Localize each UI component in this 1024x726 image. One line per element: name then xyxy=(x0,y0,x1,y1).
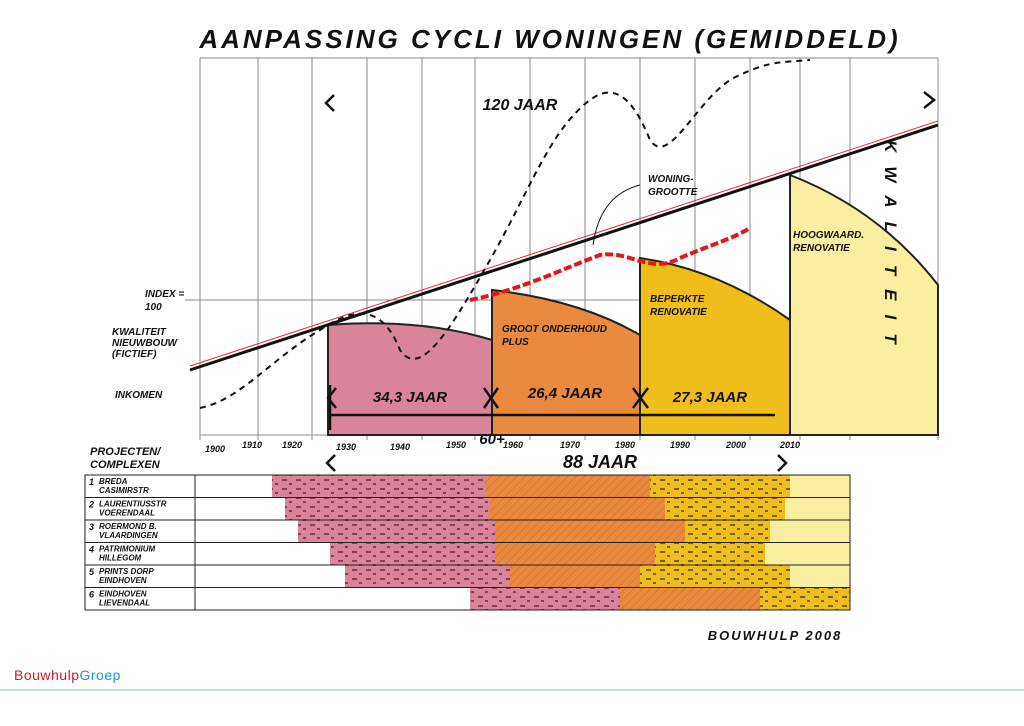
segment-pink-texture xyxy=(470,587,620,610)
year-label: 1980 xyxy=(615,440,635,450)
year-labels: 1900 1910 1920 1930 1940 1950 1960 1970 … xyxy=(205,440,800,454)
segment-yellow-texture xyxy=(685,520,770,543)
year-label: 2010 xyxy=(779,440,800,450)
segment-yellow-texture xyxy=(760,587,850,610)
row-label: BREDA xyxy=(99,477,128,486)
callout-line xyxy=(592,184,641,246)
segment-orange-texture xyxy=(510,565,640,588)
year-label: 1920 xyxy=(282,440,302,450)
segment-orange-texture xyxy=(495,520,685,543)
annotation: KWALITEIT NIEUWBOUW (FICTIEF) xyxy=(112,327,179,360)
income-line xyxy=(199,59,811,409)
row-number: 5 xyxy=(89,567,95,577)
row-number: 3 xyxy=(89,522,94,532)
segment-orange-texture xyxy=(495,542,655,565)
row-border xyxy=(84,587,851,611)
annotation: HOOGWAARD. RENOVATIE xyxy=(793,230,864,254)
segment-orange-texture xyxy=(620,587,760,610)
segment-yellow-texture xyxy=(650,475,790,498)
quality-line-red xyxy=(189,120,939,367)
row-number: 6 xyxy=(89,590,95,600)
segment-lightyellow xyxy=(765,542,850,565)
row-label: LAURENTIUSSTR xyxy=(99,500,167,509)
year-label: 1950 xyxy=(446,440,466,450)
year-label: 1910 xyxy=(242,440,262,450)
brand: BouwhulpGroep xyxy=(14,667,121,683)
title: AANPASSING CYCLI WONINGEN (GEMIDDELD) xyxy=(198,24,900,54)
segment-pink-texture xyxy=(298,520,495,543)
segment-yellow-texture xyxy=(655,542,765,565)
quality-line xyxy=(189,123,939,372)
year-label: 1900 xyxy=(205,444,225,454)
annotation: GROOT ONDERHOUD PLUS xyxy=(502,324,607,348)
segment-lightyellow xyxy=(785,497,850,520)
year-label: 1960 xyxy=(503,440,523,450)
segment-pink-texture xyxy=(285,497,490,520)
annotation: 26,4 JAAR xyxy=(527,385,602,402)
year-label: 1990 xyxy=(670,440,690,450)
row-label: ROERMOND B. xyxy=(99,522,157,531)
row-label: VOERENDAAL xyxy=(99,509,155,518)
annotations: 120 JAAR WONING-GROOTTE INDEX = 100 KWALI… xyxy=(112,97,900,472)
segment-yellow-texture xyxy=(640,565,790,588)
segment-lightyellow xyxy=(790,475,850,498)
cycle-area-1 xyxy=(327,322,493,436)
segment-pink-texture xyxy=(345,565,510,588)
row-label: HILLEGOM xyxy=(99,554,142,563)
cycle-area-2 xyxy=(491,288,641,436)
cycle-area-4 xyxy=(789,173,939,436)
row-number: 4 xyxy=(88,545,94,555)
row-label: EINDHOVEN xyxy=(99,576,147,585)
row-label: PATRIMONIUM xyxy=(99,545,155,554)
year-label: 1930 xyxy=(336,442,356,452)
year-label: 2000 xyxy=(725,440,746,450)
annotation: WONING-GROOTTE xyxy=(648,174,698,198)
annotation: INKOMEN xyxy=(115,390,163,401)
annotation: 34,3 JAAR xyxy=(373,389,447,406)
segment-orange-texture xyxy=(490,497,665,520)
segment-orange-texture xyxy=(485,475,650,498)
signature: BOUWHULP 2008 xyxy=(708,628,843,643)
cycle-area-3 xyxy=(639,256,791,436)
woninggrootte-line xyxy=(469,226,752,302)
segment-lightyellow xyxy=(790,565,850,588)
segment-pink-texture xyxy=(272,475,485,498)
segment-lightyellow xyxy=(770,520,850,543)
annotation: 88 JAAR xyxy=(563,452,637,472)
row-label: LIEVENDAAL xyxy=(99,599,150,608)
annotation: 120 JAAR xyxy=(483,97,558,114)
segment-yellow-texture xyxy=(665,497,785,520)
annotation: 27,3 JAAR xyxy=(672,389,747,406)
annotation: BEPERKTE RENOVATIE xyxy=(650,294,707,318)
year-label: 1970 xyxy=(560,440,580,450)
annotation: 60+ xyxy=(479,431,505,448)
segment-pink-texture xyxy=(330,542,495,565)
annotation: INDEX = 100 xyxy=(145,289,184,313)
annotation: KWALITEIT xyxy=(881,140,900,358)
row-label: PRINTS DORP xyxy=(99,567,154,576)
row-number: 1 xyxy=(89,477,94,487)
table-row: 3 ROERMOND B.VLAARDINGEN xyxy=(84,519,851,543)
row-number: 2 xyxy=(88,500,94,510)
year-label: 1940 xyxy=(390,442,410,452)
row-label: CASIMIRSTR xyxy=(99,486,149,495)
row-label: EINDHOVEN xyxy=(99,590,147,599)
arrows xyxy=(324,91,937,472)
table-header: PROJECTEN/COMPLEXEN xyxy=(90,446,162,471)
row-label: VLAARDINGEN xyxy=(99,531,158,540)
